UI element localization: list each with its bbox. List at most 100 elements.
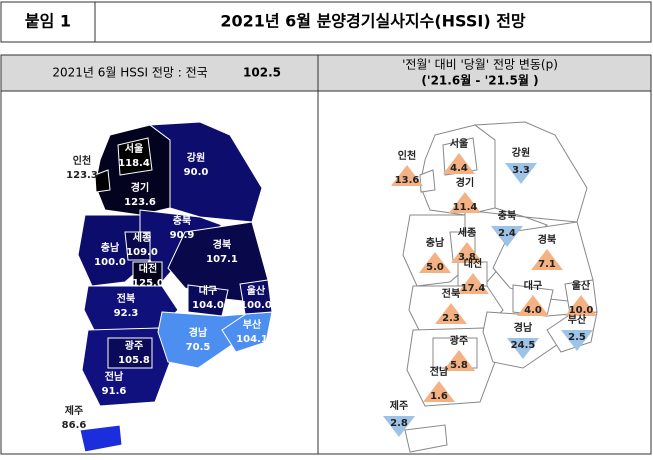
change-value: 4.4 [450, 163, 468, 174]
region [117, 137, 153, 176]
region-name: 충남 [101, 241, 120, 254]
region-name: 제주 [390, 399, 408, 412]
region [107, 337, 153, 369]
region-name: 부산 [568, 313, 587, 326]
region-name: 전남 [430, 365, 449, 378]
region [79, 424, 123, 453]
change-value: 5.0 [426, 262, 444, 273]
change-arrow [443, 153, 475, 174]
change-arrow [565, 295, 597, 316]
region-value: 100.0 [94, 257, 126, 268]
region-name: 대구 [524, 279, 542, 292]
region-name: 인천 [398, 149, 416, 162]
change-value: 7.1 [538, 259, 556, 270]
change-arrow [517, 295, 549, 316]
region-name: 충북 [173, 214, 191, 227]
region [419, 169, 436, 193]
region-value: 70.5 [186, 342, 211, 353]
change-value: 24.5 [511, 340, 536, 351]
left-title: 2021년 6월 HSSI 전망 : 전국 [52, 66, 207, 80]
region-value: 92.3 [114, 308, 139, 319]
region-name: 서울 [450, 137, 468, 150]
change-arrow [435, 303, 467, 324]
region-name: 경북 [213, 238, 231, 251]
region-name: 광주 [450, 335, 468, 347]
change-arrow [383, 416, 415, 437]
change-arrow [449, 192, 481, 213]
region-name: 서울 [125, 142, 143, 155]
region-value: 109.0 [126, 247, 158, 258]
region-name: 세종 [133, 231, 151, 244]
region-name: 경남 [514, 321, 533, 334]
change-arrow [507, 338, 539, 359]
label-box [0, 1, 96, 43]
region-name: 부산 [243, 318, 262, 331]
region-name: 세종 [458, 226, 476, 239]
region-name: 전북 [117, 292, 135, 305]
region-name: 경남 [189, 326, 208, 339]
national-value: 102.5 [243, 66, 281, 80]
region-name: 울산 [572, 279, 591, 292]
region-name: 강원 [512, 146, 530, 159]
region-value: 107.1 [206, 254, 238, 265]
change-arrow [443, 350, 475, 371]
region-name: 제주 [65, 404, 83, 417]
change-value: 17.4 [461, 283, 486, 294]
region-value: 91.6 [102, 386, 127, 397]
region-value: 100.0 [240, 300, 272, 311]
change-arrow [419, 252, 451, 273]
left-map: 서울 118.4 인천 123.3 경기 123.6 강원 90.0 충남 100.0 세종 109.… [62, 121, 273, 453]
change-arrow [423, 381, 455, 402]
region-name: 강원 [187, 151, 205, 164]
region [221, 311, 273, 353]
region-name: 충남 [426, 236, 445, 249]
region [157, 311, 247, 369]
change-value: 2.5 [568, 332, 586, 343]
region-value: 105.8 [118, 355, 150, 366]
region-name: 대구 [199, 284, 217, 297]
change-value: 3.8 [458, 252, 476, 263]
change-value: 11.4 [453, 202, 478, 213]
region-value: 104.1 [236, 334, 268, 345]
right-title: '전월' 대비 '당월' 전망 변동(p) [402, 58, 558, 72]
change-value: 5.8 [450, 360, 468, 371]
region [167, 221, 269, 303]
attachment-label: 붙임 1 [25, 12, 71, 31]
change-arrow [505, 163, 537, 184]
change-value: 3.3 [512, 165, 530, 176]
change-value: 4.0 [524, 305, 542, 316]
region-value: 90.9 [170, 230, 195, 241]
region-value: 104.0 [192, 300, 224, 311]
region-name: 경북 [538, 233, 556, 246]
change-value: 1.6 [430, 391, 448, 402]
region [124, 231, 151, 261]
change-arrow [561, 330, 593, 351]
region [132, 261, 163, 287]
region-name: 전남 [105, 370, 124, 383]
region [187, 284, 229, 317]
region-name: 인천 [73, 154, 91, 167]
region [94, 169, 111, 193]
change-arrow [391, 165, 423, 186]
region-name: 울산 [247, 284, 266, 297]
change-value: 2.4 [498, 228, 516, 239]
region-value: 123.6 [124, 197, 156, 208]
change-value: 2.8 [390, 418, 408, 429]
change-value: 10.0 [569, 305, 594, 316]
page-title: 2021년 6월 분양경기실사지수(HSSI) 전망 [220, 12, 526, 31]
region-value: 86.6 [62, 420, 87, 431]
change-arrow [491, 226, 523, 247]
region [404, 424, 448, 453]
change-arrow [457, 273, 489, 294]
change-arrow [531, 249, 563, 270]
region-name: 대전 [464, 257, 482, 270]
change-arrow [451, 242, 483, 263]
region-value: 123.3 [66, 170, 98, 181]
region-value: 90.0 [184, 167, 209, 178]
region-name: 경기 [456, 176, 474, 189]
region-name: 전북 [442, 287, 460, 300]
region-name: 광주 [125, 340, 143, 352]
region-value: 118.4 [118, 158, 150, 169]
region-name: 충북 [498, 209, 516, 222]
